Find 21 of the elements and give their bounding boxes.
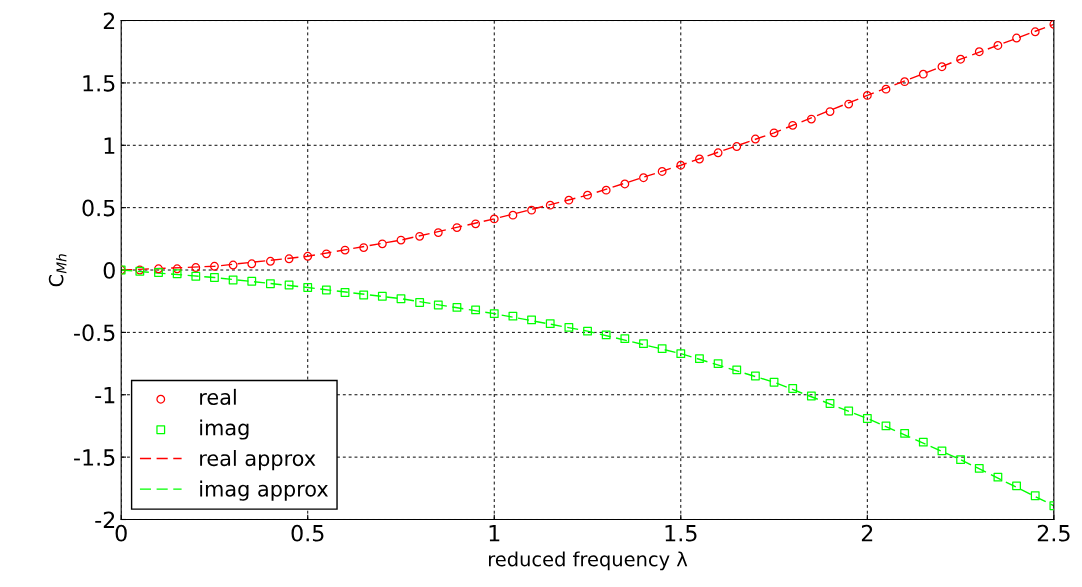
x-tick-label: 2: [861, 524, 873, 542]
legend-label: imag approx: [200, 480, 329, 501]
x-axis-title: reduced frequency λ: [489, 551, 688, 571]
y-tick-label: 0: [103, 261, 115, 279]
x-tick-label: 0: [115, 524, 127, 542]
x-tick-label: 1: [489, 525, 500, 542]
y-tick-label: -1: [95, 387, 115, 404]
y-tick-label: -2: [95, 511, 115, 528]
y-tick-label: 0.5: [82, 199, 115, 217]
y-tick-label: -1.5: [74, 449, 115, 466]
legend-label: real: [200, 388, 236, 405]
legend-label: real approx: [200, 450, 316, 471]
legend-label: imag: [200, 419, 249, 440]
y-tick-label: 2: [103, 12, 115, 29]
y-tick-label: -0.5: [74, 324, 115, 342]
x-tick-label: 2.5: [1037, 524, 1070, 542]
x-tick-label: 0.5: [291, 524, 324, 542]
y-axis-title: C$_{Mh}$: [48, 254, 67, 287]
x-tick-label: 1.5: [665, 525, 697, 542]
y-tick-label: 1.5: [83, 75, 115, 92]
y-tick-label: 1: [104, 137, 115, 154]
